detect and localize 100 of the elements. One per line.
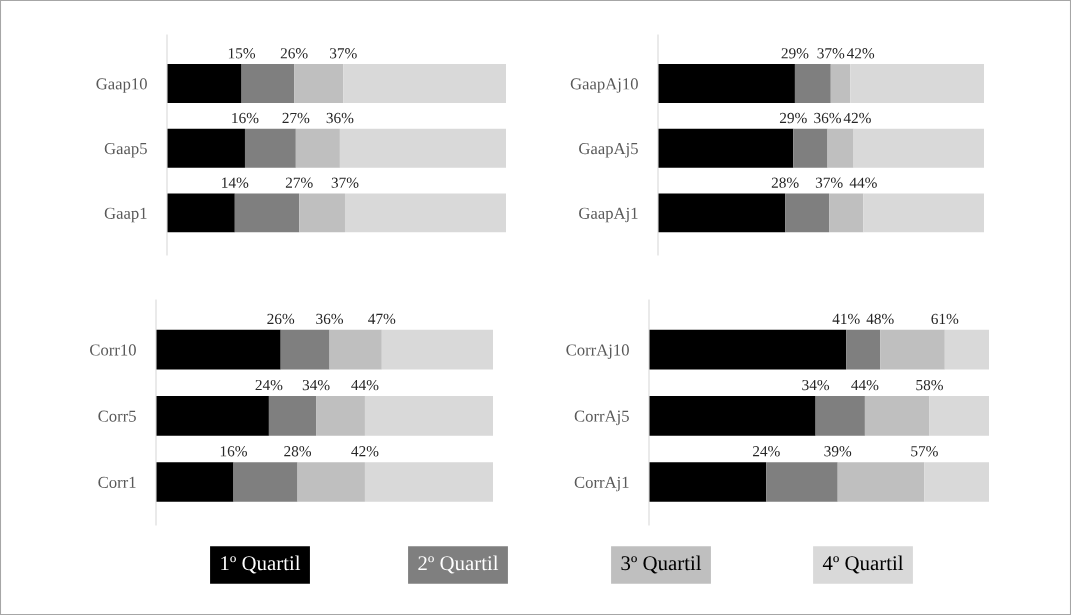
annotation: 47%: [368, 313, 396, 325]
annotation: 27%: [282, 112, 310, 124]
bar: [294, 64, 344, 103]
annotation: 34%: [302, 379, 330, 391]
bar: [167, 128, 245, 168]
bar: [299, 193, 345, 233]
annotation: 27%: [285, 177, 313, 188]
annotation: 36%: [814, 112, 841, 124]
annotation: 28%: [771, 177, 799, 188]
annotation: 37%: [815, 177, 843, 188]
annotation: 37%: [331, 177, 359, 188]
bar: [924, 462, 989, 502]
bar: [793, 128, 828, 168]
annotation: 36%: [326, 112, 354, 124]
bar: [846, 329, 881, 370]
bar: [156, 395, 269, 436]
bar: [929, 395, 989, 436]
bar: [381, 329, 493, 370]
text: 2º Quartil: [418, 555, 499, 574]
bar: [649, 462, 767, 502]
annotation: 29%: [779, 112, 807, 124]
annotation: 26%: [267, 313, 295, 325]
bar: [364, 462, 493, 502]
annotation: 44%: [351, 379, 379, 391]
y-tick-label: GaapAj10: [570, 78, 638, 93]
y-tick-label: Corr1: [98, 476, 136, 488]
bar: [241, 64, 295, 103]
bar: [864, 395, 930, 436]
y-tick-label: Corr10: [90, 344, 136, 356]
annotation: 16%: [220, 446, 247, 457]
bar: [280, 329, 330, 370]
annotation: 42%: [846, 48, 875, 59]
bar: [829, 193, 864, 233]
annotation: 29%: [781, 48, 809, 59]
y-tick-label: Gaap10: [96, 78, 147, 93]
bar: [649, 395, 816, 436]
bar: [297, 462, 365, 502]
annotation: 28%: [284, 446, 312, 457]
text: 4º Quartil: [822, 555, 904, 574]
bar: [863, 193, 984, 233]
annotation: 34%: [802, 379, 830, 391]
text: 1º Quartil: [221, 555, 301, 574]
bar: [815, 395, 865, 436]
bar: [343, 64, 506, 103]
bar: [244, 128, 296, 168]
annotation: 37%: [330, 48, 357, 59]
y-tick-label: CorrAj5: [574, 410, 629, 426]
bar: [827, 128, 854, 168]
annotation: 48%: [866, 313, 894, 325]
bar: [233, 462, 298, 502]
bar: [344, 193, 506, 233]
bar: [880, 329, 945, 370]
bar: [268, 395, 317, 436]
bar: [316, 395, 365, 436]
annotation: 37%: [817, 48, 845, 59]
y-tick-label: GaapAj1: [579, 207, 638, 223]
y-tick-label: GaapAj5: [579, 142, 638, 158]
annotation: 57%: [911, 446, 938, 457]
text: 3º Quartil: [621, 555, 702, 574]
bar: [329, 329, 382, 370]
annotation: 24%: [752, 446, 780, 457]
annotation: 15%: [228, 48, 256, 59]
bar: [853, 128, 984, 168]
annotation: 44%: [849, 177, 877, 188]
annotation: 26%: [280, 48, 308, 59]
bar: [649, 329, 847, 370]
bar: [785, 193, 830, 233]
bar: [295, 128, 340, 168]
annotation: 14%: [222, 177, 249, 188]
bar: [794, 64, 831, 103]
annotation: 42%: [843, 112, 871, 124]
bar: [830, 64, 851, 103]
y-tick-label: Gaap5: [104, 142, 147, 158]
annotation: 39%: [824, 446, 852, 457]
y-tick-label: CorrAj1: [574, 476, 629, 492]
bar: [766, 462, 838, 502]
annotation: 16%: [232, 112, 259, 124]
y-tick-label: Gaap1: [104, 207, 147, 223]
bar: [658, 64, 795, 103]
y-tick-label: CorrAj10: [566, 344, 629, 359]
bar: [658, 193, 786, 233]
bar: [837, 462, 925, 502]
annotation: 36%: [316, 313, 344, 325]
annotation: 41%: [832, 313, 860, 325]
bar: [850, 64, 984, 103]
annotation: 61%: [931, 313, 959, 325]
bar: [156, 462, 234, 502]
bar: [234, 193, 300, 233]
bar: [167, 64, 242, 103]
annotation: 24%: [255, 379, 283, 391]
bar: [167, 193, 235, 233]
y-tick-label: Corr5: [98, 410, 136, 422]
bar: [364, 395, 493, 436]
annotation: 42%: [351, 446, 379, 457]
bar: [658, 128, 794, 168]
bar: [156, 329, 281, 370]
annotation: 44%: [851, 379, 879, 391]
bar: [339, 128, 506, 168]
annotation: 58%: [916, 379, 943, 391]
bar: [944, 329, 989, 370]
